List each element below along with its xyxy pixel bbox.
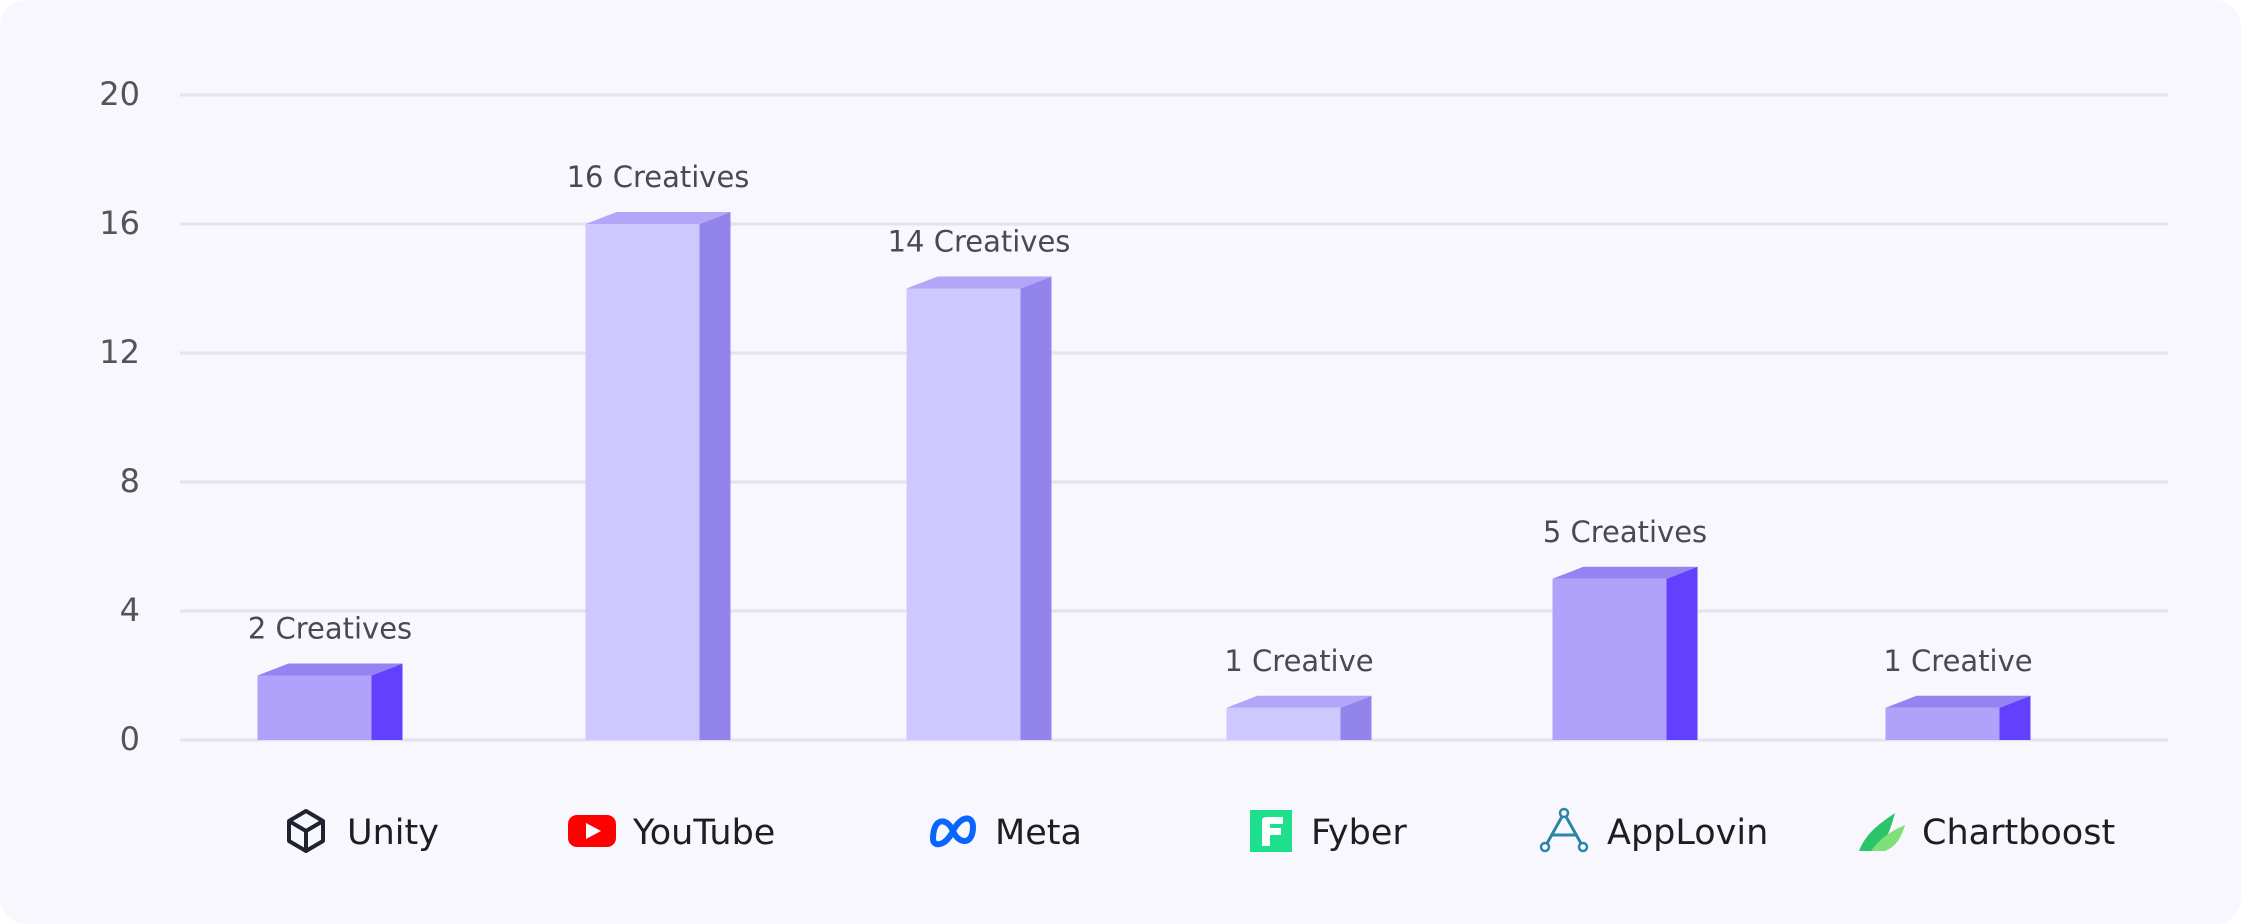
bar-top: [585, 212, 731, 224]
category-label-unity: Unity: [347, 813, 439, 853]
bar-front: [1885, 707, 2000, 740]
bar-front: [585, 224, 700, 740]
bar-top: [1885, 695, 2031, 708]
bar-unity: [257, 663, 403, 740]
data-labels: 2 Creatives 16 Creatives 14 Creatives 1 Cre…: [248, 160, 2033, 678]
category-label-meta: Meta: [995, 813, 1082, 853]
bar-side: [1666, 566, 1698, 740]
x-axis: Unity YouTube Meta Fyber AppLovin Chartboost: [287, 807, 2115, 853]
unity-icon: [287, 809, 325, 853]
data-label: 2 Creatives: [248, 612, 412, 646]
chartboost-icon: [1859, 813, 1905, 851]
bar-top: [906, 276, 1052, 289]
y-tick-label: 12: [99, 333, 140, 371]
meta-icon: [930, 815, 976, 848]
y-tick-label: 8: [120, 462, 140, 500]
y-tick-label: 16: [99, 204, 140, 242]
applovin-icon: [1539, 807, 1589, 853]
bar-front: [1552, 578, 1667, 740]
bar-fyber: [1226, 695, 1372, 740]
grid-lines: [180, 93, 2168, 742]
bar-meta: [906, 276, 1052, 740]
bar-side: [1020, 276, 1052, 740]
bar-front: [1226, 707, 1341, 740]
bar-applovin: [1552, 566, 1698, 740]
bar-side: [371, 663, 403, 740]
fyber-icon: [1250, 810, 1292, 852]
data-label: 16 Creatives: [567, 160, 750, 194]
bar-front: [906, 288, 1021, 740]
data-label: 1 Creative: [1883, 644, 2032, 678]
category-label-applovin: AppLovin: [1607, 813, 1768, 853]
data-label: 1 Creative: [1224, 644, 1373, 678]
bar-top: [1226, 695, 1372, 708]
bar-side: [1999, 695, 2031, 740]
bar-top: [1552, 566, 1698, 579]
bar-front: [257, 675, 372, 740]
y-tick-label: 20: [99, 75, 140, 113]
category-label-fyber: Fyber: [1311, 813, 1407, 853]
category-label-youtube: YouTube: [632, 813, 775, 853]
y-tick-label: 0: [120, 720, 140, 758]
youtube-icon: [568, 815, 616, 847]
data-label: 14 Creatives: [888, 225, 1071, 259]
y-tick-label: 4: [120, 591, 140, 629]
bar-side: [1340, 695, 1372, 740]
data-label: 5 Creatives: [1543, 515, 1707, 549]
bar-top: [257, 663, 403, 676]
y-axis: 0 4 8 12 16 20: [99, 75, 140, 758]
bar-youtube: [585, 212, 731, 740]
bars: [257, 212, 2031, 740]
bar-side: [699, 212, 731, 740]
category-label-chartboost: Chartboost: [1922, 813, 2115, 853]
bar-chartboost: [1885, 695, 2031, 740]
